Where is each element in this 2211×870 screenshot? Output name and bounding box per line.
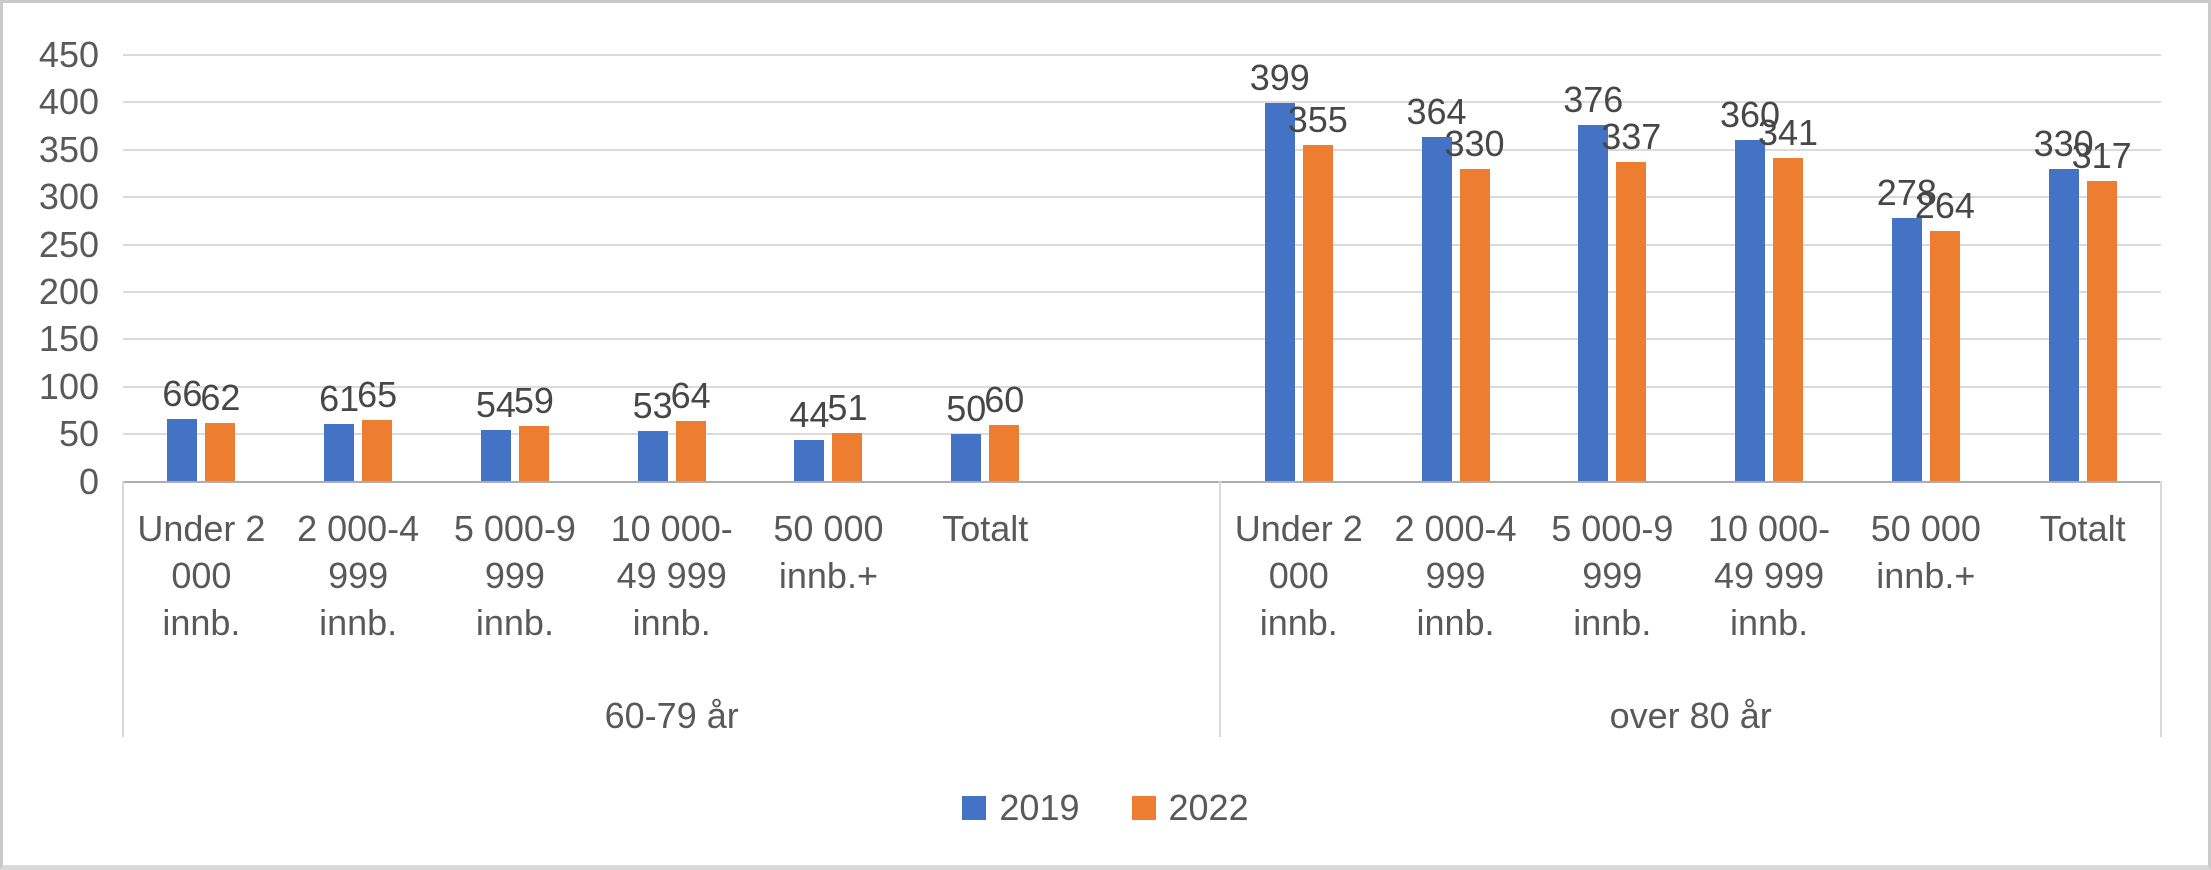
category-label: Totalt — [2039, 508, 2126, 549]
gridline — [123, 101, 2161, 104]
bar-2019 — [324, 423, 355, 482]
y-axis-tick-label: 150 — [38, 318, 99, 360]
category-label: 5 000-9 999 innb. — [1551, 508, 1674, 643]
bar-2019 — [637, 431, 668, 482]
gridline — [123, 338, 2161, 341]
gridline — [123, 433, 2161, 436]
bar-2019 — [1421, 136, 1452, 482]
bar-value-label: 337 — [1601, 116, 1662, 158]
bar-2019 — [2048, 168, 2079, 482]
bar-2019 — [1264, 103, 1295, 482]
gridline — [123, 385, 2161, 388]
legend-swatch-2022 — [1131, 796, 1156, 820]
bar-value-label: 330 — [1444, 122, 1505, 164]
bar-2019 — [1891, 218, 1922, 482]
bar-value-label: 53 — [632, 385, 673, 427]
bar-2022 — [1773, 158, 1804, 482]
bar-2022 — [1302, 145, 1333, 482]
bar-value-label: 264 — [1914, 185, 1975, 227]
bar-2019 — [951, 434, 982, 482]
category-label: Under 2 000 innb. — [1234, 508, 1363, 643]
bar-value-label: 278 — [1876, 172, 1937, 214]
y-axis-tick-label: 250 — [38, 223, 99, 265]
category-label: 10 000- 49 999 innb. — [610, 508, 733, 643]
bar-2022 — [832, 433, 863, 482]
bar-value-label: 355 — [1287, 99, 1348, 141]
legend-label: 2022 — [1168, 787, 1249, 828]
bar-value-label: 317 — [2071, 135, 2132, 177]
bar-2022 — [1616, 162, 1647, 482]
bar-2019 — [167, 418, 198, 482]
legend-item-2022: 2022 — [1131, 787, 1249, 829]
x-axis-line — [123, 480, 2161, 483]
axis-group-label: over 80 år — [1609, 695, 1772, 736]
y-axis-tick-label: 200 — [38, 270, 99, 312]
gridline — [123, 196, 2161, 199]
bar-2022 — [2086, 181, 2117, 482]
bar-value-label: 66 — [162, 372, 203, 414]
bar-value-label: 376 — [1563, 79, 1624, 121]
bar-2019 — [1735, 140, 1766, 482]
bar-2019 — [480, 430, 511, 482]
bar-2022 — [989, 424, 1020, 482]
bar-2022 — [675, 420, 706, 482]
legend: 2019 2022 — [3, 783, 2208, 833]
bar-2019 — [1578, 125, 1609, 482]
axis-separator-line — [1219, 481, 1222, 737]
bar-2022 — [1929, 231, 1960, 482]
bar-2022 — [1459, 168, 1490, 482]
category-label: 10 000- 49 999 innb. — [1708, 508, 1831, 643]
bar-2019 — [794, 439, 825, 482]
y-axis-tick-label: 0 — [78, 460, 99, 502]
bar-value-label: 360 — [1720, 94, 1781, 136]
category-label: 50 000 innb.+ — [773, 508, 884, 596]
category-label: 5 000-9 999 innb. — [453, 508, 576, 643]
axis-group-label: 60-79 år — [604, 695, 739, 736]
legend-item-2019: 2019 — [962, 787, 1080, 829]
category-label: Under 2 000 innb. — [137, 508, 266, 643]
category-label: Totalt — [942, 508, 1029, 549]
bar-value-label: 364 — [1406, 90, 1467, 132]
bar-2022 — [362, 419, 393, 482]
bar-value-label: 330 — [2033, 122, 2094, 164]
gridline — [123, 243, 2161, 246]
y-axis-tick-label: 300 — [38, 176, 99, 218]
gridline — [123, 290, 2161, 293]
bar-value-label: 54 — [475, 384, 516, 426]
bar-value-label: 399 — [1249, 57, 1310, 99]
gridline — [123, 148, 2161, 151]
bar-value-label: 65 — [357, 373, 398, 415]
bar-2022 — [518, 425, 549, 482]
bar-2022 — [205, 422, 236, 482]
bar-value-label: 51 — [827, 387, 868, 429]
y-axis-tick-label: 100 — [38, 365, 99, 407]
gridline — [123, 54, 2161, 56]
bar-value-label: 64 — [670, 374, 711, 416]
legend-swatch-2019 — [962, 796, 987, 820]
category-label: 2 000-4 999 innb. — [297, 508, 420, 643]
bar-value-label: 341 — [1758, 112, 1819, 154]
axis-separator-line — [122, 481, 124, 737]
category-label: 2 000-4 999 innb. — [1394, 508, 1517, 643]
axis-separator-line — [2160, 481, 2162, 737]
bar-value-label: 61 — [319, 377, 360, 419]
bar-value-label: 60 — [984, 378, 1025, 420]
y-axis-tick-label: 400 — [38, 81, 99, 123]
y-axis-tick-label: 450 — [38, 34, 99, 75]
bar-value-label: 50 — [946, 388, 987, 430]
bar-value-label: 62 — [200, 376, 241, 418]
y-axis-tick-label: 50 — [58, 413, 99, 455]
legend-label: 2019 — [999, 787, 1080, 828]
bar-value-label: 59 — [513, 379, 554, 421]
category-label: 50 000 innb.+ — [1870, 508, 1981, 596]
y-axis-tick-label: 350 — [38, 128, 99, 170]
bar-value-label: 44 — [789, 393, 830, 435]
